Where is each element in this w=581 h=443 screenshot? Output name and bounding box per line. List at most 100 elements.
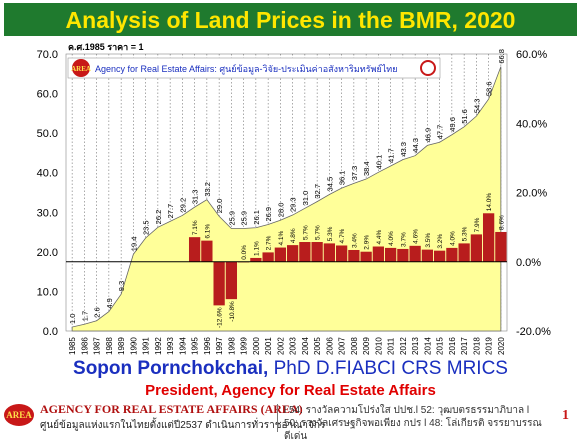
index-label: 26.1 bbox=[252, 210, 261, 225]
growth-bar bbox=[421, 249, 434, 262]
page-number: 1 bbox=[562, 408, 569, 423]
index-label: 58.6 bbox=[485, 82, 494, 97]
index-label: 29.0 bbox=[215, 199, 224, 214]
index-label: 38.4 bbox=[362, 161, 371, 176]
index-label: 25.9 bbox=[227, 211, 236, 226]
growth-label: 6.1% bbox=[204, 224, 211, 239]
x-axis-tick: 1995 bbox=[191, 337, 200, 355]
footer-awards: l 54: รางวัลความโปร่งใส ปปช.l 52: วุฒบตร… bbox=[284, 405, 542, 442]
index-label: 66.8 bbox=[497, 49, 506, 64]
growth-bar bbox=[323, 243, 336, 262]
growth-label: -12.6% bbox=[217, 307, 224, 328]
x-axis-tick: 2015 bbox=[436, 337, 445, 355]
index-label: 51.6 bbox=[460, 109, 469, 124]
growth-label: 4.6% bbox=[413, 229, 420, 244]
growth-label: 3.4% bbox=[351, 233, 358, 248]
x-axis-tick: 2006 bbox=[325, 337, 334, 355]
index-label: 4.9 bbox=[105, 298, 114, 308]
unit-note: ค.ศ.1985 ราคา = 1 bbox=[68, 42, 143, 52]
growth-label: 0.0% bbox=[241, 245, 248, 260]
index-label: 26.2 bbox=[154, 210, 163, 225]
badge-icon bbox=[420, 60, 436, 76]
x-axis-tick: 2002 bbox=[276, 337, 285, 355]
x-axis-tick: 2000 bbox=[252, 337, 261, 355]
x-axis-tick: 1998 bbox=[227, 337, 236, 355]
x-axis-tick: 2016 bbox=[448, 337, 457, 355]
x-axis-tick: 1985 bbox=[68, 337, 77, 355]
x-axis-tick: 1999 bbox=[240, 337, 249, 355]
growth-bar bbox=[348, 249, 360, 262]
growth-label: 4.7% bbox=[339, 228, 346, 243]
growth-label: -10.8% bbox=[229, 301, 236, 322]
x-axis-tick: 2017 bbox=[460, 337, 469, 355]
growth-label: 4.4% bbox=[376, 229, 383, 244]
growth-label: 2.9% bbox=[364, 235, 371, 250]
index-label: 31.0 bbox=[301, 191, 310, 206]
left-axis-tick: 0.0 bbox=[43, 326, 58, 338]
x-axis-tick: 2014 bbox=[423, 337, 432, 355]
x-axis-tick: 2004 bbox=[301, 337, 310, 355]
growth-bar bbox=[372, 246, 385, 262]
index-label: 27.7 bbox=[166, 204, 175, 219]
growth-label: 7.1% bbox=[192, 220, 199, 235]
growth-label: 7.9% bbox=[474, 217, 481, 232]
left-axis-tick: 40.0 bbox=[37, 168, 58, 180]
index-label: 25.9 bbox=[240, 211, 249, 226]
index-label: 33.2 bbox=[203, 182, 212, 197]
index-label: 49.6 bbox=[448, 117, 457, 132]
right-axis-tick: 40.0% bbox=[516, 118, 547, 130]
index-label: 47.7 bbox=[436, 125, 445, 140]
index-label: 34.5 bbox=[325, 177, 334, 192]
growth-bar bbox=[225, 261, 238, 300]
footer-agency-thai: ศูนย์ข้อมูลแห่งแรกในไทยตั้งแต่ปี2537 ดำเ… bbox=[40, 420, 326, 431]
title-bar: Analysis of Land Prices in the BMR, 2020 bbox=[4, 3, 577, 36]
x-axis-tick: 1987 bbox=[93, 337, 102, 355]
x-axis-tick: 2020 bbox=[497, 337, 506, 355]
growth-bar bbox=[201, 240, 213, 262]
growth-bar bbox=[433, 250, 446, 262]
x-axis-tick: 2018 bbox=[472, 337, 481, 355]
x-axis-tick: 2012 bbox=[399, 337, 408, 355]
x-axis-tick: 2003 bbox=[289, 337, 298, 355]
index-label: 23.5 bbox=[142, 220, 151, 235]
land-price-chart: 1.0 1.7 2.64.99.319.423.526.2 27.7 29.231.33… bbox=[37, 42, 551, 355]
growth-label: 4.1% bbox=[278, 231, 285, 246]
growth-label: 2.7% bbox=[266, 235, 273, 250]
right-axis-tick: 60.0% bbox=[516, 49, 547, 61]
growth-bar bbox=[495, 231, 507, 262]
left-axis-tick: 70.0 bbox=[37, 49, 58, 61]
footer-logo: AREA bbox=[4, 404, 34, 426]
right-axis-tick: 0.0% bbox=[516, 257, 541, 269]
left-axis-tick: 20.0 bbox=[37, 247, 58, 259]
left-axis-tick: 10.0 bbox=[37, 286, 58, 298]
footer-agency-name: AGENCY FOR REAL ESTATE AFFAIRS (AREA) bbox=[40, 402, 303, 416]
index-label: 40.1 bbox=[374, 155, 383, 170]
index-label: 43.3 bbox=[399, 142, 408, 157]
index-label: 1.0 bbox=[68, 314, 77, 324]
index-label: 9.3 bbox=[117, 281, 126, 291]
x-axis-tick: 1992 bbox=[154, 337, 163, 355]
index-label: 19.4 bbox=[129, 237, 138, 252]
growth-bar bbox=[188, 237, 201, 262]
author-line: Sopon Pornchokchai, PhD D.FIABCI CRS MRI… bbox=[0, 358, 581, 380]
index-label: 28.0 bbox=[276, 203, 285, 218]
growth-label: 5.3% bbox=[327, 226, 334, 241]
x-axis-tick: 1986 bbox=[80, 337, 89, 355]
index-label: 46.9 bbox=[423, 128, 432, 143]
index-area bbox=[71, 66, 502, 332]
area-logo-icon bbox=[72, 59, 90, 77]
growth-bar bbox=[470, 234, 483, 262]
x-axis-tick: 2008 bbox=[350, 337, 359, 355]
footer-divider bbox=[277, 404, 278, 432]
growth-bar bbox=[335, 245, 348, 262]
x-axis-tick: 1988 bbox=[105, 337, 114, 355]
growth-bar bbox=[286, 245, 299, 262]
x-axis-tick: 1989 bbox=[117, 337, 126, 355]
x-axis-tick: 2007 bbox=[338, 337, 347, 355]
right-axis-tick: -20.0% bbox=[516, 326, 551, 338]
index-label: 37.3 bbox=[350, 166, 359, 181]
left-axis-tick: 50.0 bbox=[37, 128, 58, 140]
growth-label: 4.0% bbox=[388, 231, 395, 246]
x-axis-tick: 2001 bbox=[264, 337, 273, 355]
banner-text: Agency for Real Estate Affairs: ศูนย์ข้อ… bbox=[95, 63, 398, 75]
